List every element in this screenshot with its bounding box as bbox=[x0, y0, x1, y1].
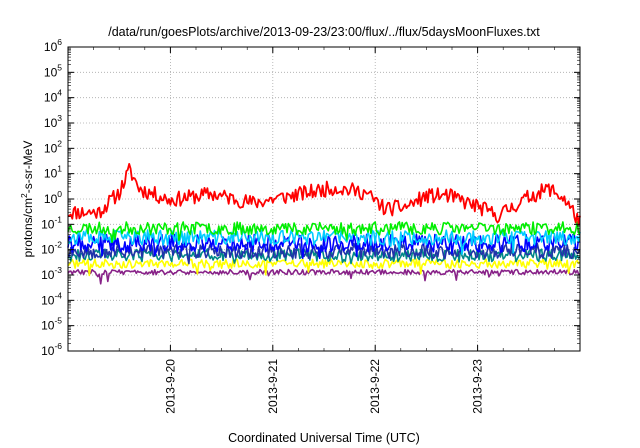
y-tick-label: 10-5 bbox=[41, 316, 62, 333]
y-tick-label: 106 bbox=[44, 37, 62, 54]
series-line bbox=[67, 258, 581, 277]
y-tick-label: 105 bbox=[44, 62, 62, 79]
series-line bbox=[67, 242, 581, 265]
x-tick-label: 2013-9-23 bbox=[471, 359, 485, 414]
y-tick-label: 10-2 bbox=[41, 240, 62, 257]
y-tick-label: 10-6 bbox=[41, 341, 62, 358]
y-tick-label: 10-4 bbox=[41, 290, 62, 307]
x-tick-label: 2013-9-22 bbox=[368, 359, 382, 414]
x-axis-label: Coordinated Universal Time (UTC) bbox=[228, 431, 420, 445]
grid-lines bbox=[68, 47, 580, 351]
y-tick-label: 101 bbox=[44, 164, 62, 181]
y-tick-label: 100 bbox=[44, 189, 62, 206]
y-tick-label: 10-1 bbox=[41, 214, 62, 231]
x-tick-label: 2013-9-21 bbox=[266, 359, 280, 414]
chart-title: /data/run/goesPlots/archive/2013-09-23/2… bbox=[108, 25, 540, 39]
x-tick-label: 2013-9-20 bbox=[163, 359, 177, 414]
y-axis: 10-6 10-5 10-4 10-3 10-2 10-1 100 101 102 103 104 1… bbox=[41, 37, 580, 358]
x-axis: 2013-9-20 2013-9-21 2013-9-22 2013-9-23 bbox=[93, 47, 555, 414]
y-axis-label: protons/cm2-s-sr-MeV bbox=[19, 141, 35, 258]
series-line bbox=[67, 221, 581, 244]
y-tick-label: 103 bbox=[44, 113, 62, 130]
y-tick-label: 102 bbox=[44, 138, 62, 155]
series-line bbox=[67, 162, 581, 226]
y-tick-label: 104 bbox=[44, 88, 62, 105]
y-tick-label: 10-3 bbox=[41, 265, 62, 282]
data-series bbox=[67, 162, 581, 285]
series-line bbox=[67, 268, 581, 285]
